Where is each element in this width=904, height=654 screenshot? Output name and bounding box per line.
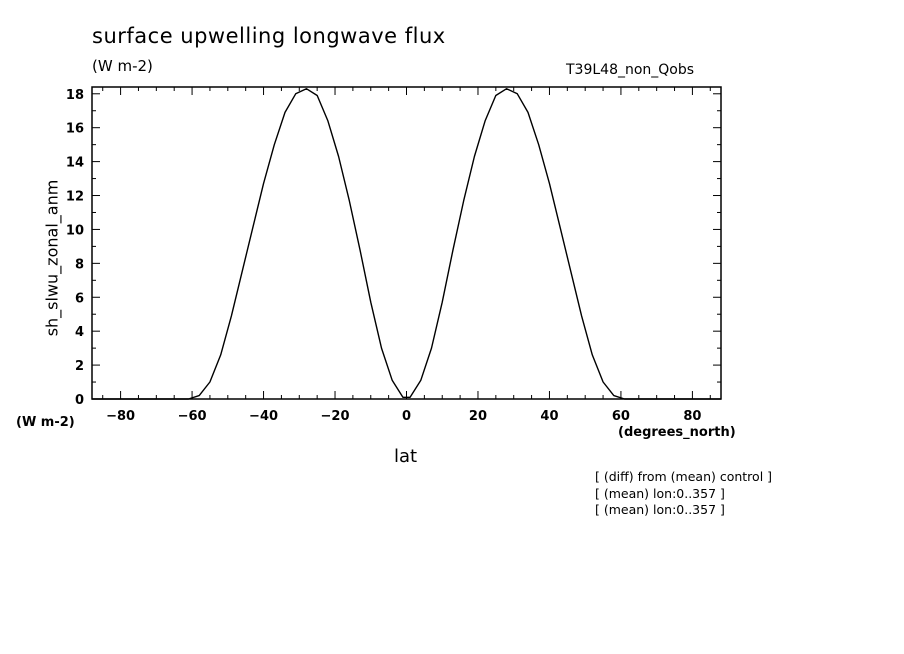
annotation-mean-lon-2: [ (mean) lon:0..357 ] — [595, 502, 725, 517]
y-tick-label: 2 — [75, 359, 84, 374]
x-axis-label: lat — [394, 446, 418, 467]
x-tick-label: −80 — [106, 409, 135, 424]
annotation-mean-lon-1: [ (mean) lon:0..357 ] — [595, 486, 725, 501]
chart-units: (W m-2) — [92, 57, 153, 75]
x-tick-label: 20 — [469, 409, 487, 424]
y-tick-label: 16 — [66, 122, 84, 137]
y-tick-label: 14 — [66, 156, 84, 171]
series-line-0 — [92, 87, 721, 400]
y-tick-label: 8 — [75, 257, 84, 272]
annotation-diff: [ (diff) from (mean) control ] — [595, 469, 773, 484]
chart-title: surface upwelling longwave flux — [92, 24, 446, 48]
y-tick-label: 0 — [75, 393, 84, 408]
run-label: T39L48_non_Qobs — [566, 62, 695, 78]
y-tick-label: 4 — [75, 325, 84, 340]
y-axis-units: (W m-2) — [16, 415, 75, 430]
y-tick-label: 12 — [66, 190, 84, 205]
y-tick-label: 10 — [66, 223, 84, 238]
x-tick-label: −20 — [321, 409, 350, 424]
x-tick-label: 0 — [402, 409, 411, 424]
x-tick-label: 60 — [612, 409, 630, 424]
y-tick-label: 18 — [66, 88, 84, 103]
x-tick-label: 40 — [540, 409, 558, 424]
x-tick-label: −40 — [249, 409, 278, 424]
x-tick-label: −60 — [178, 409, 207, 424]
x-axis-units: (degrees_north) — [618, 425, 736, 440]
plot-frame — [91, 86, 722, 400]
x-tick-label: 80 — [683, 409, 701, 424]
y-tick-label: 6 — [75, 291, 84, 306]
